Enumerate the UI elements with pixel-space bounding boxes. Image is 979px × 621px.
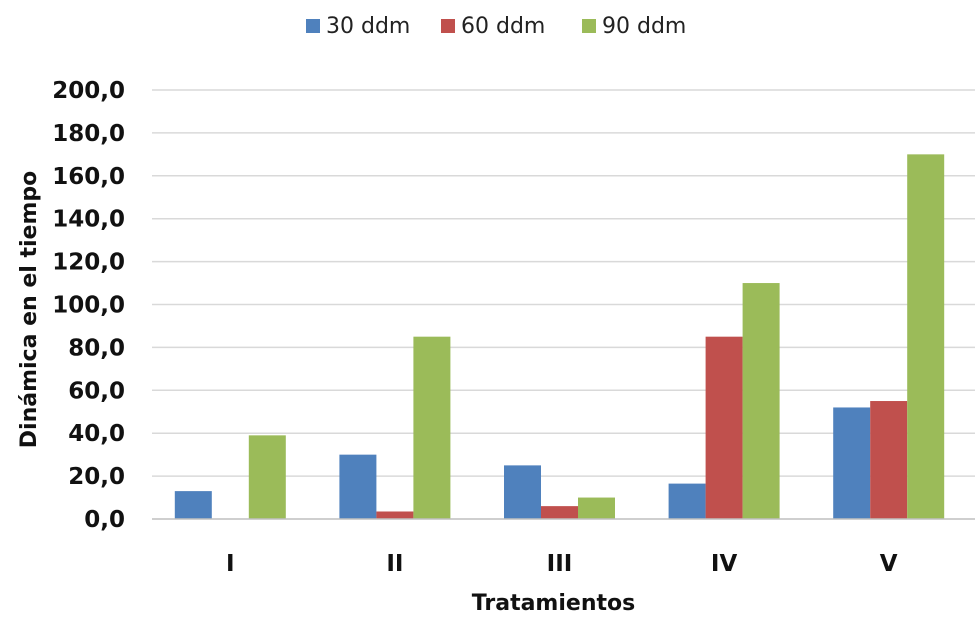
y-tick-label: 200,0 — [52, 78, 125, 104]
x-tick-label: II — [386, 551, 403, 577]
x-axis-label: Tratamientos — [472, 591, 635, 616]
legend-entry: 60 ddm — [461, 14, 545, 39]
x-axis-ticks: I II III IV V — [226, 551, 898, 577]
y-tick-label: 40,0 — [68, 421, 125, 447]
gridlines — [152, 89, 975, 477]
bar — [578, 497, 615, 519]
legend-swatch — [441, 19, 455, 33]
bar — [907, 154, 945, 519]
y-tick-label: 20,0 — [68, 464, 125, 490]
bar — [413, 336, 451, 519]
y-tick-label: 0,0 — [84, 507, 125, 533]
bar — [541, 506, 578, 519]
bar — [376, 511, 414, 519]
y-tick-label: 160,0 — [52, 164, 125, 190]
y-tick-label: 140,0 — [52, 207, 125, 233]
y-tick-label: 120,0 — [52, 250, 125, 276]
bar — [504, 465, 541, 519]
bar — [742, 283, 780, 519]
bar — [248, 435, 286, 519]
bar — [833, 407, 871, 519]
bar — [668, 483, 706, 519]
y-axis-label: Dinámica en el tiempo — [17, 171, 42, 448]
y-tick-label: 80,0 — [68, 335, 125, 361]
legend-swatch — [306, 19, 320, 33]
y-tick-label: 60,0 — [68, 378, 125, 404]
y-tick-label: 100,0 — [52, 293, 125, 319]
legend-entry: 90 ddm — [602, 14, 686, 39]
legend-swatch — [582, 19, 596, 33]
bar — [705, 336, 743, 519]
x-tick-label: III — [547, 551, 573, 577]
y-tick-label: 180,0 — [52, 121, 125, 147]
bars — [174, 154, 945, 519]
x-tick-label: I — [226, 551, 235, 577]
y-axis-ticks: 0,0 20,0 40,0 60,0 80,0 100,0 120,0 140,0 160,0 1… — [52, 78, 125, 533]
x-tick-label: IV — [711, 551, 738, 577]
legend: 30 ddm 60 ddm 90 ddm — [306, 14, 686, 39]
legend-entry: 30 ddm — [326, 14, 410, 39]
bar — [174, 491, 212, 519]
bar — [339, 454, 377, 519]
bar — [870, 401, 908, 519]
x-tick-label: V — [880, 551, 898, 577]
